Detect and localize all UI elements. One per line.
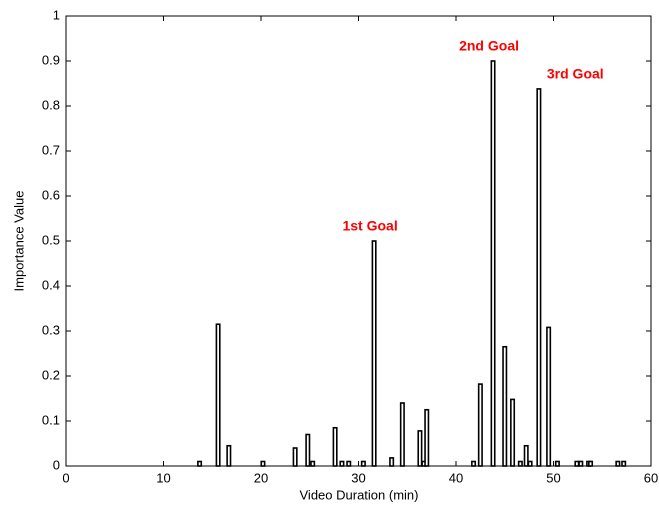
- y-tick-label: 0.1: [42, 412, 60, 427]
- x-axis-label: Video Duration (min): [300, 487, 419, 502]
- annotation: 3rd Goal: [547, 66, 604, 82]
- y-tick-label: 0.4: [42, 277, 60, 292]
- plot-frame: [65, 15, 652, 467]
- bar: [588, 460, 594, 467]
- y-tick-label: 1: [53, 7, 60, 22]
- bar: [527, 460, 533, 467]
- y-tick-label: 0.5: [42, 232, 60, 247]
- x-tick-label: 30: [351, 470, 365, 485]
- y-tick-label: 0.3: [42, 322, 60, 337]
- bar: [523, 444, 529, 467]
- x-tick-label: 10: [156, 470, 170, 485]
- bar: [510, 398, 516, 467]
- annotation: 2nd Goal: [459, 38, 519, 54]
- bar: [371, 240, 377, 467]
- x-tick-label: 60: [644, 470, 658, 485]
- bar: [471, 460, 477, 467]
- x-tick-label: 40: [449, 470, 463, 485]
- bar: [578, 460, 584, 467]
- bar: [399, 402, 405, 467]
- bar: [226, 444, 232, 467]
- bar: [574, 460, 580, 467]
- annotation: 1st Goal: [342, 218, 397, 234]
- bar: [621, 460, 627, 467]
- x-tick-label: 20: [254, 470, 268, 485]
- y-tick-label: 0: [53, 457, 60, 472]
- bar: [332, 426, 338, 467]
- y-tick-label: 0.2: [42, 367, 60, 382]
- bar: [517, 460, 523, 467]
- bar: [260, 460, 266, 467]
- x-tick-label: 50: [546, 470, 560, 485]
- bar: [536, 88, 542, 467]
- bar: [417, 430, 423, 467]
- bar: [477, 383, 483, 467]
- x-tick-label: 0: [62, 470, 69, 485]
- bar: [215, 323, 221, 467]
- bar: [360, 460, 366, 467]
- bar: [424, 408, 430, 467]
- bar: [339, 460, 345, 467]
- bar: [346, 460, 352, 467]
- y-tick-label: 0.7: [42, 142, 60, 157]
- bar: [292, 447, 298, 467]
- bar: [554, 460, 560, 467]
- bar: [490, 60, 496, 467]
- bar: [502, 345, 508, 467]
- bar: [305, 433, 311, 467]
- y-tick-label: 0.9: [42, 52, 60, 67]
- y-tick-label: 0.8: [42, 97, 60, 112]
- y-axis-label: Importance Value: [11, 191, 26, 292]
- bar: [389, 457, 395, 467]
- bar: [197, 460, 203, 467]
- bar: [615, 460, 621, 467]
- y-tick-label: 0.6: [42, 187, 60, 202]
- bar: [546, 326, 552, 467]
- bar: [310, 460, 316, 467]
